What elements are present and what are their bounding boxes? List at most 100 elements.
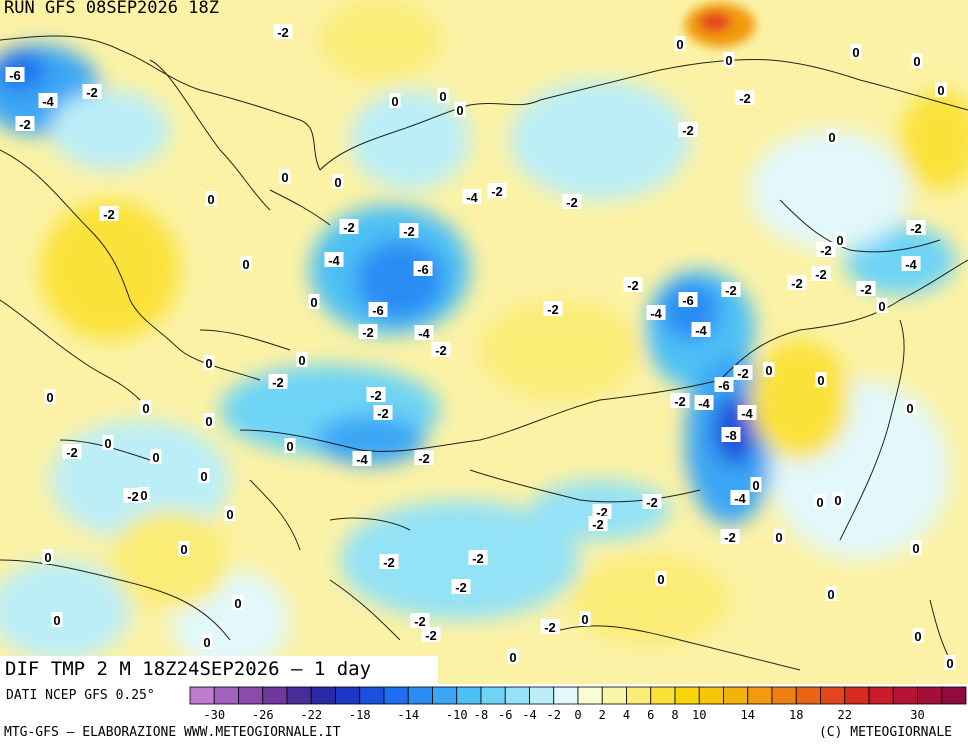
value-label-text: 0 (817, 373, 824, 388)
value-label: -2 (451, 579, 471, 595)
value-label-box (834, 232, 846, 247)
value-label-text: 0 (310, 295, 317, 310)
value-label-box (454, 102, 466, 117)
value-label: -2 (468, 550, 488, 566)
value-label-text: -4 (418, 326, 430, 341)
value-label-box (462, 189, 482, 204)
value-label-text: -4 (42, 94, 54, 109)
value-label-text: -2 (544, 620, 556, 635)
value-label: 0 (203, 413, 215, 429)
value-label-box (451, 579, 471, 594)
value-label-box (399, 223, 419, 238)
legend-tick-label: -14 (397, 708, 419, 722)
value-label-box (623, 277, 643, 292)
value-label-box (901, 256, 921, 271)
value-label: 0 (834, 232, 846, 248)
value-label: -2 (421, 627, 441, 643)
value-label-box (410, 613, 430, 628)
value-label: -2 (540, 619, 560, 635)
value-label-text: 0 (439, 89, 446, 104)
value-label: -4 (691, 322, 711, 338)
value-label-text: -2 (724, 530, 736, 545)
value-label-text: -4 (328, 253, 340, 268)
value-label-box (826, 129, 838, 144)
legend-color-box (456, 686, 482, 705)
value-label-box (232, 595, 244, 610)
value-label: -4 (462, 189, 482, 205)
value-label: -2 (562, 194, 582, 210)
value-label-box (414, 450, 434, 465)
value-label-text: -4 (695, 323, 707, 338)
value-label: -6 (678, 292, 698, 308)
value-label-box (562, 194, 582, 209)
value-label-box (421, 627, 441, 642)
value-label-box (366, 387, 386, 402)
legend-tick-labels: -30 -26 -22 -18 -14 -10 -8 -6 -4 -2 0 2 4 6 8 10 14 18 22 3… (203, 708, 924, 722)
value-label-box (201, 634, 213, 649)
anomaly-shading (0, 0, 968, 684)
value-label-box (224, 506, 236, 521)
value-label: 0 (825, 586, 837, 602)
value-label: -2 (856, 281, 876, 297)
value-label-box (655, 571, 667, 586)
value-label-box (691, 322, 711, 337)
value-label: -2 (678, 122, 698, 138)
value-label-box (876, 298, 888, 313)
value-label-text: -2 (739, 91, 751, 106)
value-label-box (468, 550, 488, 565)
value-label-box (910, 540, 922, 555)
legend-color-box (747, 686, 773, 705)
legend-color-box (868, 686, 894, 705)
value-label-box (352, 451, 372, 466)
legend-color-box (601, 686, 627, 705)
value-label-text: 0 (200, 469, 207, 484)
value-label-box (730, 490, 750, 505)
legend-color-box (577, 686, 603, 705)
value-label: -2 (339, 219, 359, 235)
value-label-text: 0 (53, 613, 60, 628)
value-label: 0 (655, 571, 667, 587)
value-label: 0 (284, 438, 296, 454)
value-label-text: -2 (737, 366, 749, 381)
value-label-box (38, 93, 58, 108)
value-label-box (373, 405, 393, 420)
legend-color-box (407, 686, 433, 705)
value-label-box (284, 438, 296, 453)
value-label: -2 (82, 84, 102, 100)
value-label-box (324, 252, 344, 267)
run-title: RUN GFS 08SEP2026 18Z (4, 0, 219, 18)
value-label-box (642, 494, 662, 509)
legend-tick-label: -22 (300, 708, 322, 722)
value-label: 0 (832, 492, 844, 508)
legend-tick-label: -26 (252, 708, 274, 722)
legend-tick-label: -6 (498, 708, 512, 722)
value-label-box (178, 541, 190, 556)
value-label: 0 (911, 53, 923, 69)
value-label-box (431, 342, 451, 357)
value-label-box (358, 324, 378, 339)
value-label: 0 (224, 506, 236, 522)
value-label: -2 (410, 613, 430, 629)
value-label: -2 (15, 116, 35, 132)
value-label-text: -2 (435, 343, 447, 358)
value-label: 0 (178, 541, 190, 557)
legend-tick-label: 14 (741, 708, 755, 722)
value-label: -2 (379, 554, 399, 570)
value-label-box (414, 325, 434, 340)
value-label: 0 (102, 435, 114, 451)
value-label-text: -2 (547, 302, 559, 317)
value-label-text: -2 (455, 580, 467, 595)
credits-right: (C) METEOGIORNALE (818, 725, 952, 740)
value-label-text: -4 (905, 257, 917, 272)
value-label-box (279, 169, 291, 184)
data-source-label: DATI NCEP GFS 0.25° (6, 688, 155, 703)
value-label-text: 0 (46, 390, 53, 405)
value-label-text: 0 (334, 175, 341, 190)
value-label-text: 0 (152, 450, 159, 465)
value-label: -2 (816, 242, 836, 258)
value-label: 0 (308, 294, 320, 310)
value-label-text: -2 (403, 224, 415, 239)
value-label-box (123, 488, 143, 503)
legend-color-box (335, 686, 361, 705)
